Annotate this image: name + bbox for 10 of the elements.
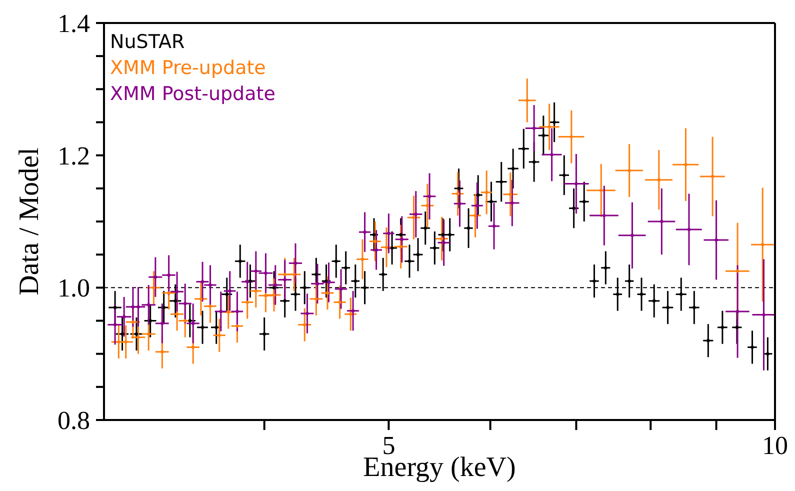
x-tick-label: 10	[762, 431, 788, 460]
y-tick-label: 1.0	[58, 274, 90, 303]
text: NuSTAR	[110, 31, 185, 53]
y-axis-title: Data / Model	[14, 147, 45, 296]
y-tick-label: 1.2	[58, 141, 90, 170]
y-tick-label: 1.4	[58, 9, 90, 38]
x-tick-label: 5	[382, 431, 396, 460]
text: XMM Pre-update	[110, 57, 266, 79]
y-tick-label: 0.8	[58, 406, 90, 435]
text: XMM Post-update	[110, 83, 276, 105]
